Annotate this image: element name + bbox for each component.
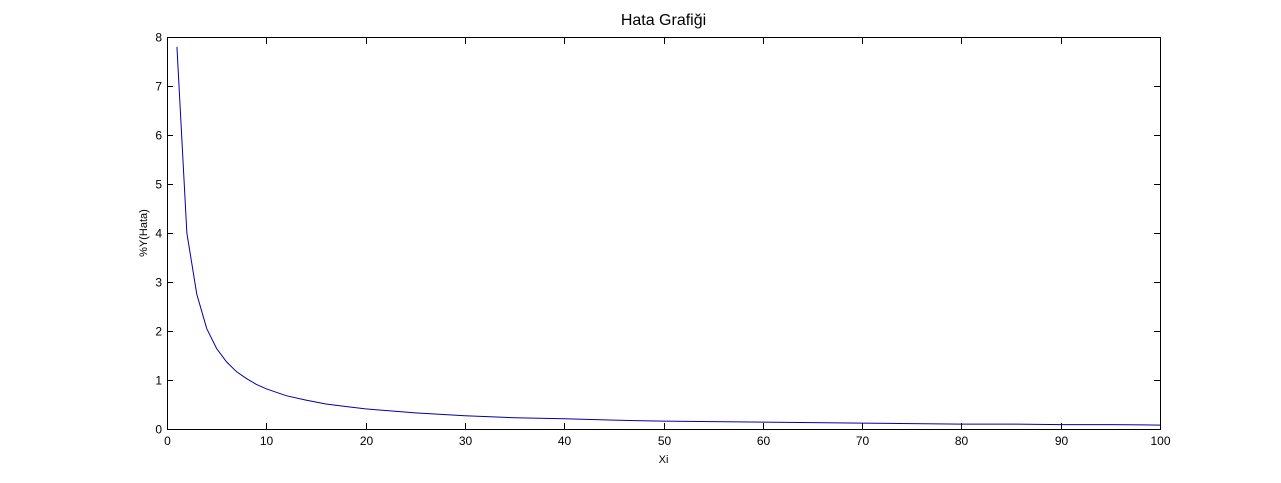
series-line xyxy=(176,46,1161,426)
x-tick-label: 70 xyxy=(856,434,870,448)
y-tick-label: 2 xyxy=(155,325,162,339)
x-tick-label: 30 xyxy=(459,434,473,448)
x-tick-label: 100 xyxy=(1150,434,1170,448)
x-tick-label: 90 xyxy=(1055,434,1069,448)
ticks-layer: 0 10 20 30 40 50 60 70 80 90 100 0 1 2 3 4 5 6 7 8 xyxy=(155,31,1171,449)
y-tick-label: 4 xyxy=(155,227,162,241)
y-tick-label: 1 xyxy=(155,374,162,388)
y-tick-label: 6 xyxy=(155,129,162,143)
x-tick-label: 40 xyxy=(558,434,572,448)
x-tick-label: 50 xyxy=(658,434,672,448)
y-tick-label: 8 xyxy=(155,31,162,45)
x-tick-label: 0 xyxy=(164,434,171,448)
x-axis-label: Xi xyxy=(659,454,669,466)
x-tick-label: 80 xyxy=(955,434,969,448)
x-tick-label: 10 xyxy=(260,434,274,448)
x-tick-label: 60 xyxy=(757,434,771,448)
y-axis-label: %Y(Hata) xyxy=(138,209,150,257)
plot-frame xyxy=(167,37,1161,430)
chart-title: Hata Grafiği xyxy=(621,12,706,29)
y-tick-label: 5 xyxy=(155,178,162,192)
y-tick-label: 0 xyxy=(155,423,162,437)
y-tick-label: 3 xyxy=(155,276,162,290)
x-tick-label: 20 xyxy=(360,434,374,448)
y-tick-label: 7 xyxy=(155,80,162,94)
